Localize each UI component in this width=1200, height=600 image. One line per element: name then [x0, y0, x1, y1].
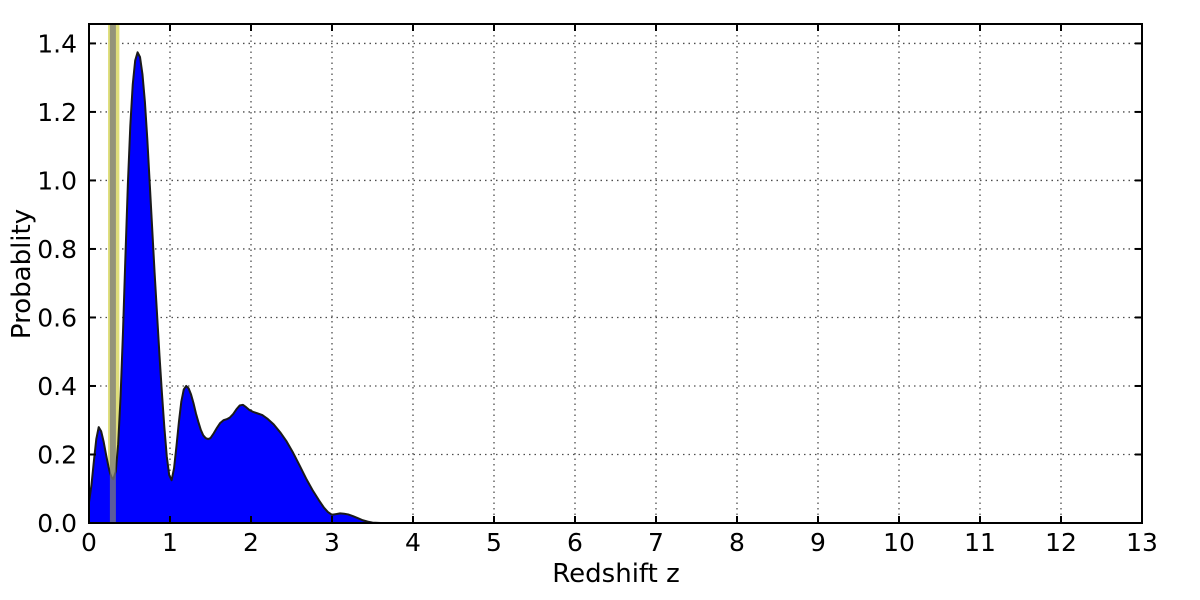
x-tick-label: 2: [243, 528, 259, 557]
x-tick-label: 9: [810, 528, 826, 557]
y-tick-label: 0.0: [37, 509, 77, 538]
x-tick-label: 5: [486, 528, 502, 557]
x-tick-label: 3: [324, 528, 340, 557]
y-axis-ticks: [89, 42, 1142, 524]
x-axis-tick-labels: 0 1 2 3 4 5 6 7 8 9 10 11 12 13: [81, 528, 1158, 557]
y-tick-label: 0.6: [37, 303, 77, 332]
x-tick-label: 7: [648, 528, 664, 557]
probability-area-series: [88, 51, 1142, 524]
x-tick-label: 6: [567, 528, 583, 557]
y-tick-label: 1.2: [37, 98, 77, 127]
y-axis-title: Probablity: [7, 209, 37, 339]
axes-frame: [88, 23, 1143, 524]
x-tick-label: 0: [81, 528, 97, 557]
y-tick-label: 1.4: [37, 29, 77, 58]
x-tick-label: 13: [1126, 528, 1158, 557]
x-axis-title: Redshift z: [552, 559, 679, 589]
x-tick-label: 4: [405, 528, 421, 557]
y-tick-label: 0.2: [37, 440, 77, 469]
y-axis-tick-labels: 0.0 0.2 0.4 0.6 0.8 1.0 1.2 1.4: [37, 29, 77, 538]
x-gridlines: [169, 24, 1062, 523]
x-tick-label: 10: [883, 528, 915, 557]
y-tick-label: 0.8: [37, 235, 77, 264]
x-tick-label: 12: [1045, 528, 1077, 557]
x-axis-ticks: [88, 24, 1143, 523]
x-tick-label: 8: [729, 528, 745, 557]
x-tick-label: 11: [964, 528, 996, 557]
y-tick-label: 0.4: [37, 372, 77, 401]
y-tick-label: 1.0: [37, 166, 77, 195]
x-tick-label: 1: [162, 528, 178, 557]
